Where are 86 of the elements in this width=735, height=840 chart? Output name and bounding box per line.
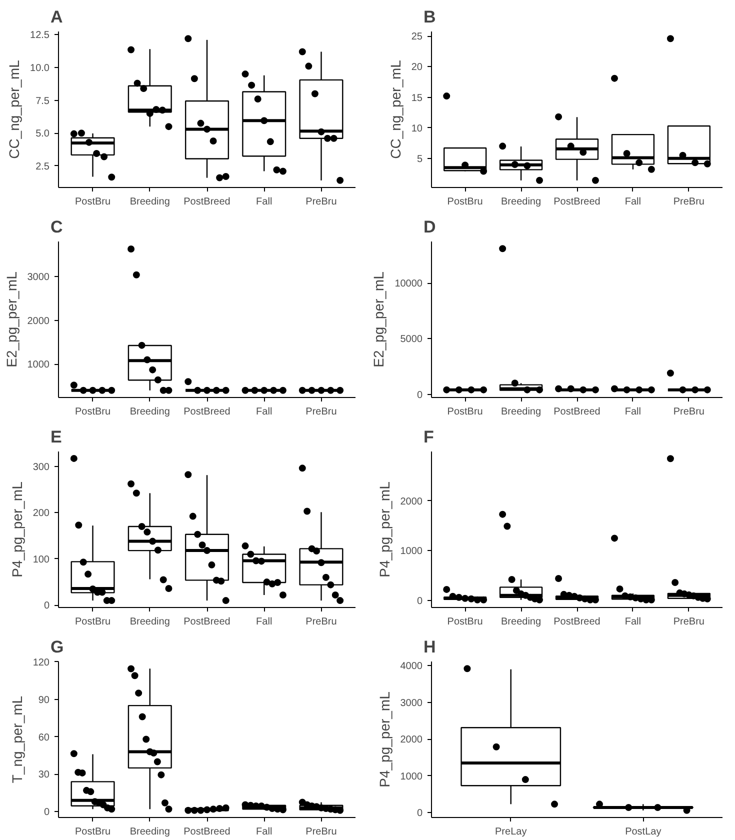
- y-tick-label: 2000: [27, 316, 50, 327]
- y-tick-label: 0: [44, 807, 50, 818]
- y-tick-label: 30: [38, 770, 50, 781]
- y-axis-title: P4_pg_per_mL: [376, 481, 392, 578]
- y-tick-label: 2000: [400, 734, 423, 746]
- y-axis-title: CC_ng_per_mL: [387, 60, 404, 159]
- y-tick-label: 3000: [400, 698, 423, 709]
- y-tick-label: 0: [416, 390, 423, 401]
- chart-title: H: [424, 638, 436, 656]
- y-axis-title: T_ng_per_mL: [8, 696, 25, 784]
- y-tick-label: 25: [411, 32, 423, 43]
- y-tick-label: 7.5: [36, 96, 50, 107]
- chart-title: A: [50, 8, 63, 26]
- x-tick-label: PostBreed: [554, 616, 600, 628]
- y-axis-title: P4_pg_per_mL: [8, 481, 25, 578]
- y-tick-label: 2.5: [36, 161, 50, 172]
- x-tick-label: Breeding: [130, 196, 170, 208]
- x-tick-label: Fall: [256, 196, 272, 208]
- x-tick-label: PreBru: [673, 196, 704, 208]
- y-tick-label: 200: [32, 508, 50, 520]
- chart-title: D: [424, 218, 436, 236]
- x-tick-label: PostBreed: [554, 406, 600, 418]
- x-tick-label: PostLay: [625, 826, 662, 838]
- y-tick-label: 1000: [400, 771, 423, 782]
- x-tick-label: PostBreed: [184, 826, 230, 838]
- y-tick-label: 10: [411, 123, 423, 134]
- y-tick-label: 10000: [394, 278, 423, 290]
- y-tick-label: 0: [416, 808, 423, 820]
- x-tick-label: Breeding: [501, 196, 542, 208]
- x-tick-label: Breeding: [130, 826, 170, 838]
- y-tick-label: 10.0: [30, 62, 50, 74]
- x-tick-label: PostBru: [447, 196, 483, 208]
- x-tick-label: PreLay: [495, 826, 527, 838]
- chart-title: C: [50, 218, 63, 236]
- y-tick-label: 120: [32, 657, 50, 668]
- x-tick-label: Fall: [624, 196, 642, 208]
- x-tick-label: PreBru: [673, 406, 704, 418]
- x-tick-label: Fall: [256, 406, 272, 418]
- y-tick-label: 2000: [400, 496, 423, 508]
- y-tick-label: 0: [416, 596, 423, 607]
- x-tick-label: Breeding: [501, 616, 542, 628]
- x-tick-label: PostBreed: [184, 406, 230, 418]
- x-tick-label: PostBru: [447, 406, 483, 418]
- y-tick-label: 12.5: [30, 30, 50, 42]
- x-tick-label: PostBreed: [184, 616, 230, 628]
- x-tick-label: PreBru: [306, 196, 337, 208]
- y-tick-label: 300: [32, 462, 50, 473]
- chart-title: G: [50, 638, 64, 656]
- x-tick-label: PostBru: [74, 406, 111, 418]
- x-tick-label: PostBru: [74, 196, 111, 208]
- y-tick-label: 5000: [400, 334, 423, 346]
- x-tick-label: PostBreed: [184, 196, 230, 208]
- x-tick-label: Fall: [256, 826, 272, 838]
- x-tick-label: Breeding: [501, 406, 542, 418]
- x-tick-label: PreBru: [306, 616, 337, 628]
- y-tick-label: 1000: [400, 546, 423, 558]
- y-axis-title: P4_pg_per_mL: [376, 691, 392, 788]
- x-tick-label: PreBru: [306, 826, 337, 838]
- y-tick-label: 100: [32, 554, 50, 566]
- x-tick-label: Fall: [256, 616, 272, 628]
- y-tick-label: 20: [411, 62, 423, 74]
- y-tick-label: 60: [38, 732, 50, 744]
- y-axis-title: E2_pg_per_mL: [3, 271, 20, 368]
- y-axis-title: E2_pg_per_mL: [370, 271, 387, 368]
- y-tick-label: 3000: [27, 272, 50, 284]
- y-tick-label: 5: [416, 154, 423, 165]
- x-tick-label: PreBru: [673, 616, 704, 628]
- y-tick-label: 1000: [27, 360, 50, 371]
- x-tick-label: Breeding: [130, 406, 170, 418]
- x-tick-label: PostBru: [74, 826, 111, 838]
- chart-title: F: [424, 428, 434, 446]
- y-axis-title: CC_ng_per_mL: [6, 60, 22, 159]
- y-tick-label: 5.0: [36, 128, 50, 140]
- x-tick-label: PostBreed: [554, 196, 600, 208]
- x-tick-label: Breeding: [130, 616, 170, 628]
- x-tick-label: PreBru: [306, 406, 337, 418]
- y-tick-label: 0: [44, 600, 50, 612]
- chart-title: B: [424, 8, 436, 26]
- x-tick-label: Fall: [624, 616, 642, 628]
- y-tick-label: 90: [38, 694, 50, 706]
- x-tick-label: PostBru: [74, 616, 111, 628]
- y-tick-label: 4000: [400, 661, 423, 672]
- y-tick-label: 15: [411, 92, 423, 104]
- x-tick-label: Fall: [624, 406, 642, 418]
- chart-title: E: [50, 428, 62, 446]
- x-tick-label: PostBru: [447, 616, 483, 628]
